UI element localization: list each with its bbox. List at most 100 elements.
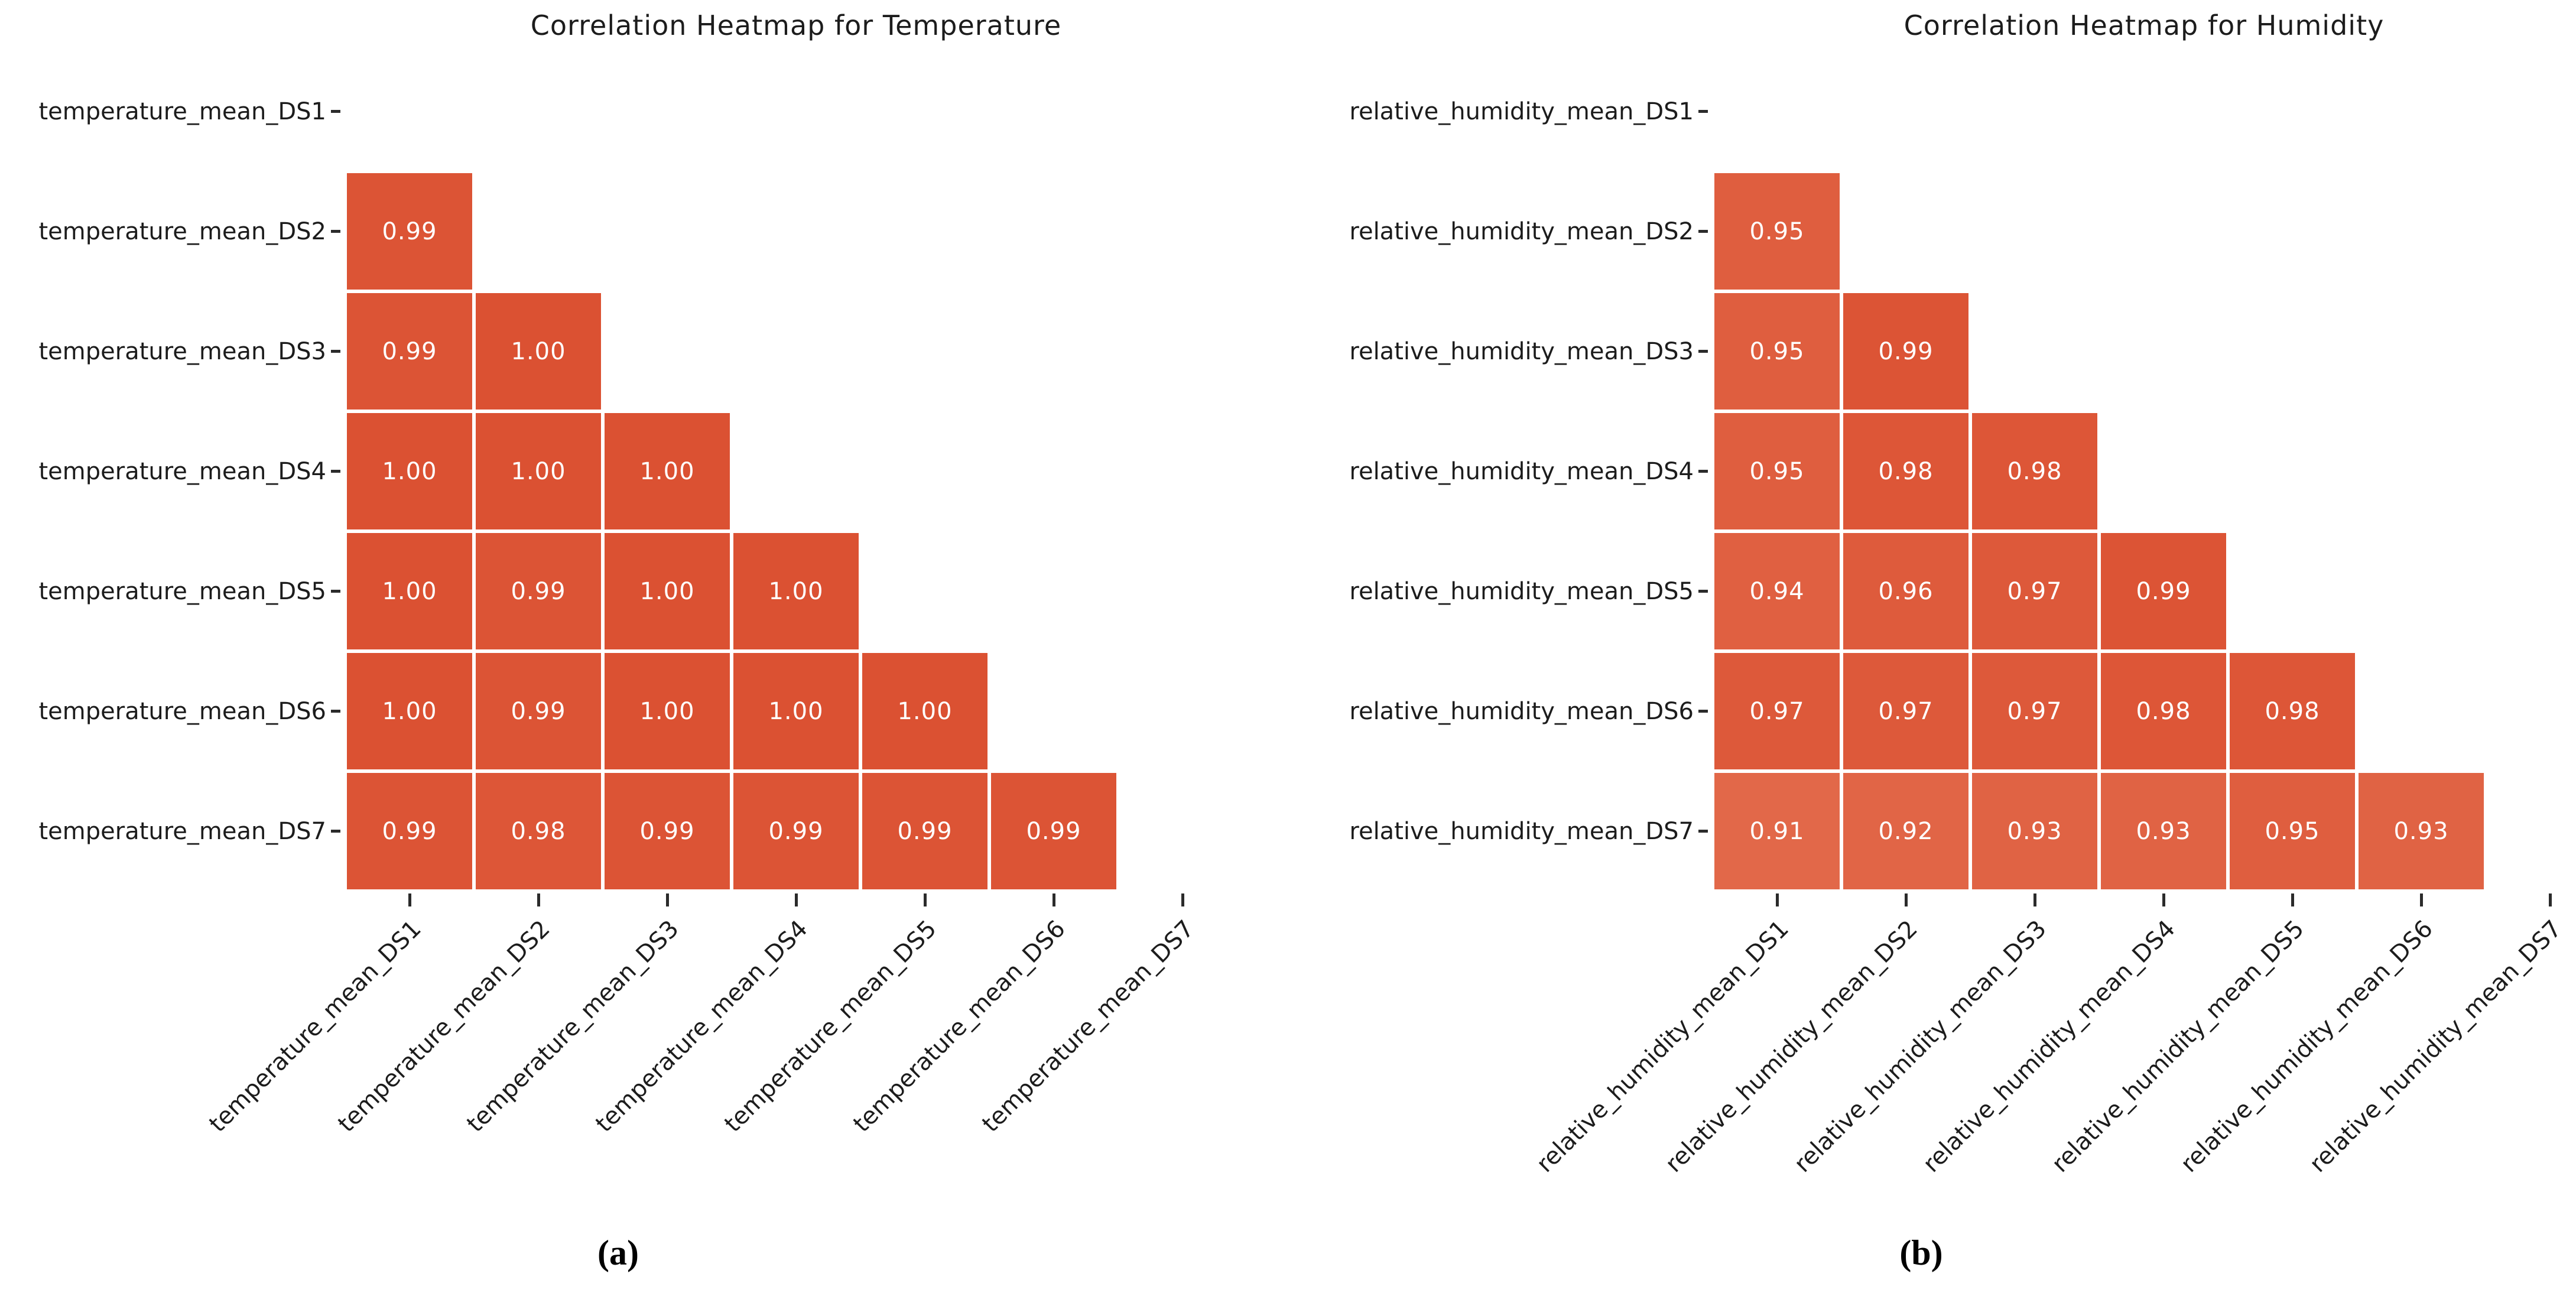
heatmap-cell: 0.99 (989, 771, 1118, 891)
x-tick-label: temperature_mean_DS4 (590, 915, 814, 1138)
x-tick-mark (2549, 893, 2552, 906)
y-tick-label: temperature_mean_DS7 (38, 817, 326, 845)
cell-value: 0.95 (1749, 457, 1805, 485)
heatmap-cell: 0.99 (474, 531, 603, 651)
x-tick-label: temperature_mean_DS5 (719, 915, 943, 1138)
cell-value: 0.93 (2393, 817, 2449, 845)
y-tick-mark (1698, 109, 1708, 113)
y-tick-mark (331, 469, 340, 473)
cell-value: 0.99 (1026, 817, 1081, 845)
x-tick-mark (2291, 893, 2294, 906)
x-tick-label: relative_humidity_mean_DS2 (1660, 915, 1924, 1178)
cell-value: 0.95 (2265, 817, 2320, 845)
cell-value: 1.00 (639, 577, 695, 605)
y-tick-label: relative_humidity_mean_DS5 (1349, 577, 1694, 605)
caption-a: (a) (597, 1233, 639, 1272)
x-tick-mark (1776, 893, 1779, 906)
cell-value: 1.00 (639, 457, 695, 485)
y-tick-label: relative_humidity_mean_DS2 (1349, 217, 1694, 245)
heatmap-cell: 1.00 (345, 531, 474, 651)
cell-value: 0.98 (2007, 457, 2062, 485)
x-tick-label: relative_humidity_mean_DS4 (1918, 915, 2181, 1178)
x-tick-label: relative_humidity_mean_DS6 (2175, 915, 2439, 1178)
x-tick-label: temperature_mean_DS1 (204, 915, 427, 1138)
heatmap-cell: 1.00 (860, 651, 989, 771)
heatmap-cell: 1.00 (603, 531, 732, 651)
cell-value: 0.98 (2265, 697, 2320, 725)
x-tick-label: relative_humidity_mean_DS7 (2304, 915, 2568, 1178)
heatmap-cell: 0.91 (1713, 771, 1841, 891)
heatmap-cell: 0.99 (345, 771, 474, 891)
cell-value: 1.00 (511, 457, 566, 485)
heatmap-cell: 0.96 (1841, 531, 1970, 651)
y-tick-label: temperature_mean_DS1 (38, 98, 326, 125)
y-tick-mark (331, 229, 340, 233)
x-tick-label: relative_humidity_mean_DS3 (1789, 915, 2052, 1178)
x-tick-mark (408, 893, 411, 906)
y-tick-label: temperature_mean_DS4 (38, 457, 326, 485)
cell-value: 1.00 (382, 697, 437, 725)
cell-value: 0.97 (1878, 697, 1934, 725)
cell-value: 1.00 (897, 697, 953, 725)
x-tick-mark (2420, 893, 2423, 906)
heatmap-cell: 0.98 (1841, 411, 1970, 531)
x-tick-mark (1905, 893, 1908, 906)
x-tick-label: temperature_mean_DS3 (462, 915, 685, 1138)
x-tick-mark (2162, 893, 2165, 906)
y-tick-mark (1698, 349, 1708, 353)
y-tick-label: relative_humidity_mean_DS6 (1349, 697, 1694, 725)
heatmap-cell: 0.99 (1841, 291, 1970, 411)
heatmap-cell: 0.93 (2099, 771, 2228, 891)
x-tick-label: relative_humidity_mean_DS1 (1531, 915, 1795, 1178)
cell-value: 1.00 (382, 457, 437, 485)
x-tick-mark (795, 893, 798, 906)
y-tick-label: temperature_mean_DS6 (38, 697, 326, 725)
x-tick-mark (537, 893, 540, 906)
y-tick-mark (331, 589, 340, 593)
y-tick-label: temperature_mean_DS5 (38, 577, 326, 605)
x-tick-label: temperature_mean_DS2 (333, 915, 556, 1138)
cell-value: 0.98 (2136, 697, 2191, 725)
heatmap-cell: 1.00 (603, 411, 732, 531)
y-tick-mark (331, 109, 340, 113)
y-tick-label: relative_humidity_mean_DS1 (1349, 98, 1694, 125)
y-tick-label: temperature_mean_DS3 (38, 337, 326, 365)
cell-value: 0.92 (1878, 817, 1934, 845)
cell-value: 0.97 (1749, 697, 1805, 725)
heatmap-cell: 1.00 (603, 651, 732, 771)
heatmap-cell: 0.95 (2228, 771, 2357, 891)
heatmap-cell: 0.99 (732, 771, 860, 891)
heatmap-cell: 0.97 (1970, 651, 2099, 771)
cell-value: 0.99 (1878, 337, 1934, 365)
x-tick-label: temperature_mean_DS6 (848, 915, 1071, 1138)
heatmap-cell: 0.95 (1713, 171, 1841, 291)
y-tick-mark (331, 829, 340, 833)
cell-value: 1.00 (382, 577, 437, 605)
heatmap-cell: 0.97 (1841, 651, 1970, 771)
y-tick-mark (1698, 589, 1708, 593)
heatmap-cell: 0.98 (2099, 651, 2228, 771)
y-tick-label: relative_humidity_mean_DS7 (1349, 817, 1694, 845)
cell-value: 1.00 (639, 697, 695, 725)
panel-title-humidity: Correlation Heatmap for Humidity (1903, 9, 2385, 41)
heatmap-cell: 0.99 (345, 291, 474, 411)
y-tick-mark (1698, 709, 1708, 713)
heatmap-cell: 0.94 (1713, 531, 1841, 651)
x-tick-mark (2033, 893, 2036, 906)
heatmap-cell: 0.99 (860, 771, 989, 891)
y-tick-mark (1698, 469, 1708, 473)
y-tick-mark (331, 709, 340, 713)
heatmap-cell: 0.95 (1713, 411, 1841, 531)
cell-value: 0.99 (382, 337, 437, 365)
cell-value: 0.91 (1749, 817, 1805, 845)
heatmap-cell: 0.98 (2228, 651, 2357, 771)
cell-value: 0.93 (2007, 817, 2062, 845)
cell-value: 0.99 (639, 817, 695, 845)
cell-value: 0.99 (511, 577, 566, 605)
y-tick-mark (1698, 829, 1708, 833)
heatmap-cell: 1.00 (474, 411, 603, 531)
y-tick-mark (1698, 229, 1708, 233)
y-tick-label: relative_humidity_mean_DS3 (1349, 337, 1694, 365)
heatmap-cell: 1.00 (345, 651, 474, 771)
cell-value: 0.94 (1749, 577, 1805, 605)
